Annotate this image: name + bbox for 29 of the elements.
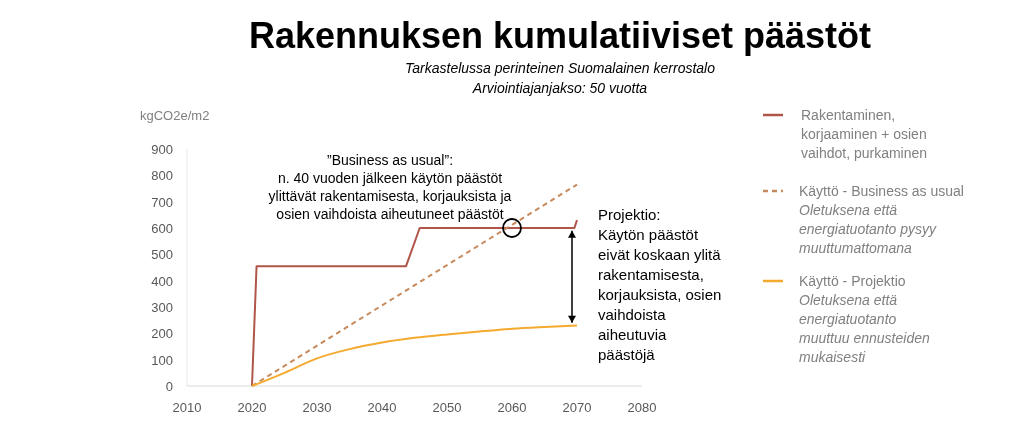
x-tick-label: 2060	[497, 400, 527, 415]
chart-subtitle: Tarkastelussa perinteinen Suomalainen kerrostalo Arviointiajanjakso: 50 vuotta	[405, 60, 716, 96]
legend-label: Rakentaminen, korjaaminen + osien vaihdot, purkaminen	[801, 107, 928, 161]
x-tick-label: 2020	[237, 400, 267, 415]
y-tick-label: 100	[151, 352, 173, 368]
y-tick-label: 700	[151, 194, 173, 210]
annotation: Projektio: Käytön päästöt eivät koskaan ylitä rakentamisesta, korjauksista, osien vaihdoista aiheutuvia päästöjä	[598, 206, 722, 363]
chart-title: Rakennuksen kumulatiiviset päästöt	[248, 15, 872, 56]
x-tick-label: 2070	[562, 400, 592, 415]
y-tick-label: 600	[151, 221, 173, 236]
x-tick-label: 2080	[627, 400, 657, 415]
x-tick-label: 2050	[432, 400, 462, 415]
y-tick-label: 800	[151, 168, 173, 184]
y-tick-label: 0	[165, 379, 173, 394]
y-tick-label: 400	[151, 273, 173, 289]
x-tick-label: 2010	[172, 400, 202, 415]
y-tick-label: 500	[151, 247, 173, 263]
x-tick-label: 2030	[302, 400, 332, 415]
y-tick-label: 200	[151, 326, 173, 342]
line-series	[251, 324, 578, 387]
y-tick-label: 300	[151, 300, 173, 315]
legend-label: Käyttö - Business as usual	[799, 183, 964, 199]
y-axis-title: kgCO2e/m2	[140, 108, 210, 123]
legend-label: Käyttö - Projektio	[799, 273, 906, 289]
text: Oletuksena että energiatuotanto pysyy muuttumattomana	[799, 202, 937, 256]
y-tick-label: 900	[151, 142, 173, 157]
text: Oletuksena että energiatuotanto muuttuu ennusteiden mukaisesti	[799, 292, 930, 365]
x-tick-label: 2040	[367, 400, 397, 415]
annotation: ”Business as usual”: n. 40 vuoden jälkeen käytön päästöt ylittävät rakentamisesta, korjauksista ja osien vaihdoista aiheutuneet päästöt	[268, 152, 512, 222]
